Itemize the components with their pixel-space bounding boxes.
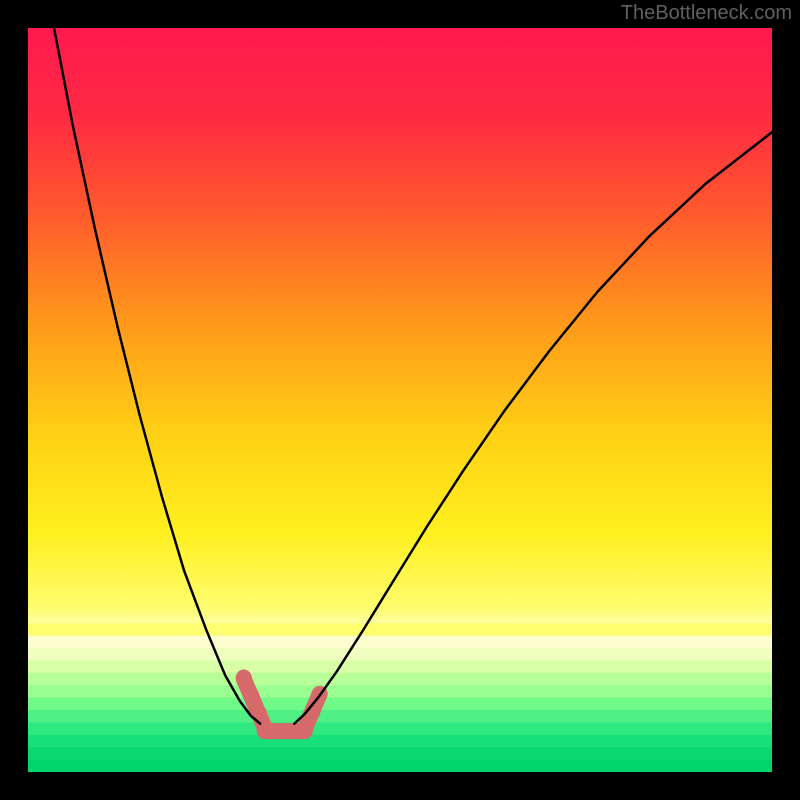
bottleneck-chart	[28, 28, 772, 772]
curve-left-branch	[54, 28, 260, 724]
watermark-text: TheBottleneck.com	[621, 2, 792, 25]
chart-curves-layer	[28, 28, 772, 772]
curve-right-branch	[294, 132, 772, 723]
